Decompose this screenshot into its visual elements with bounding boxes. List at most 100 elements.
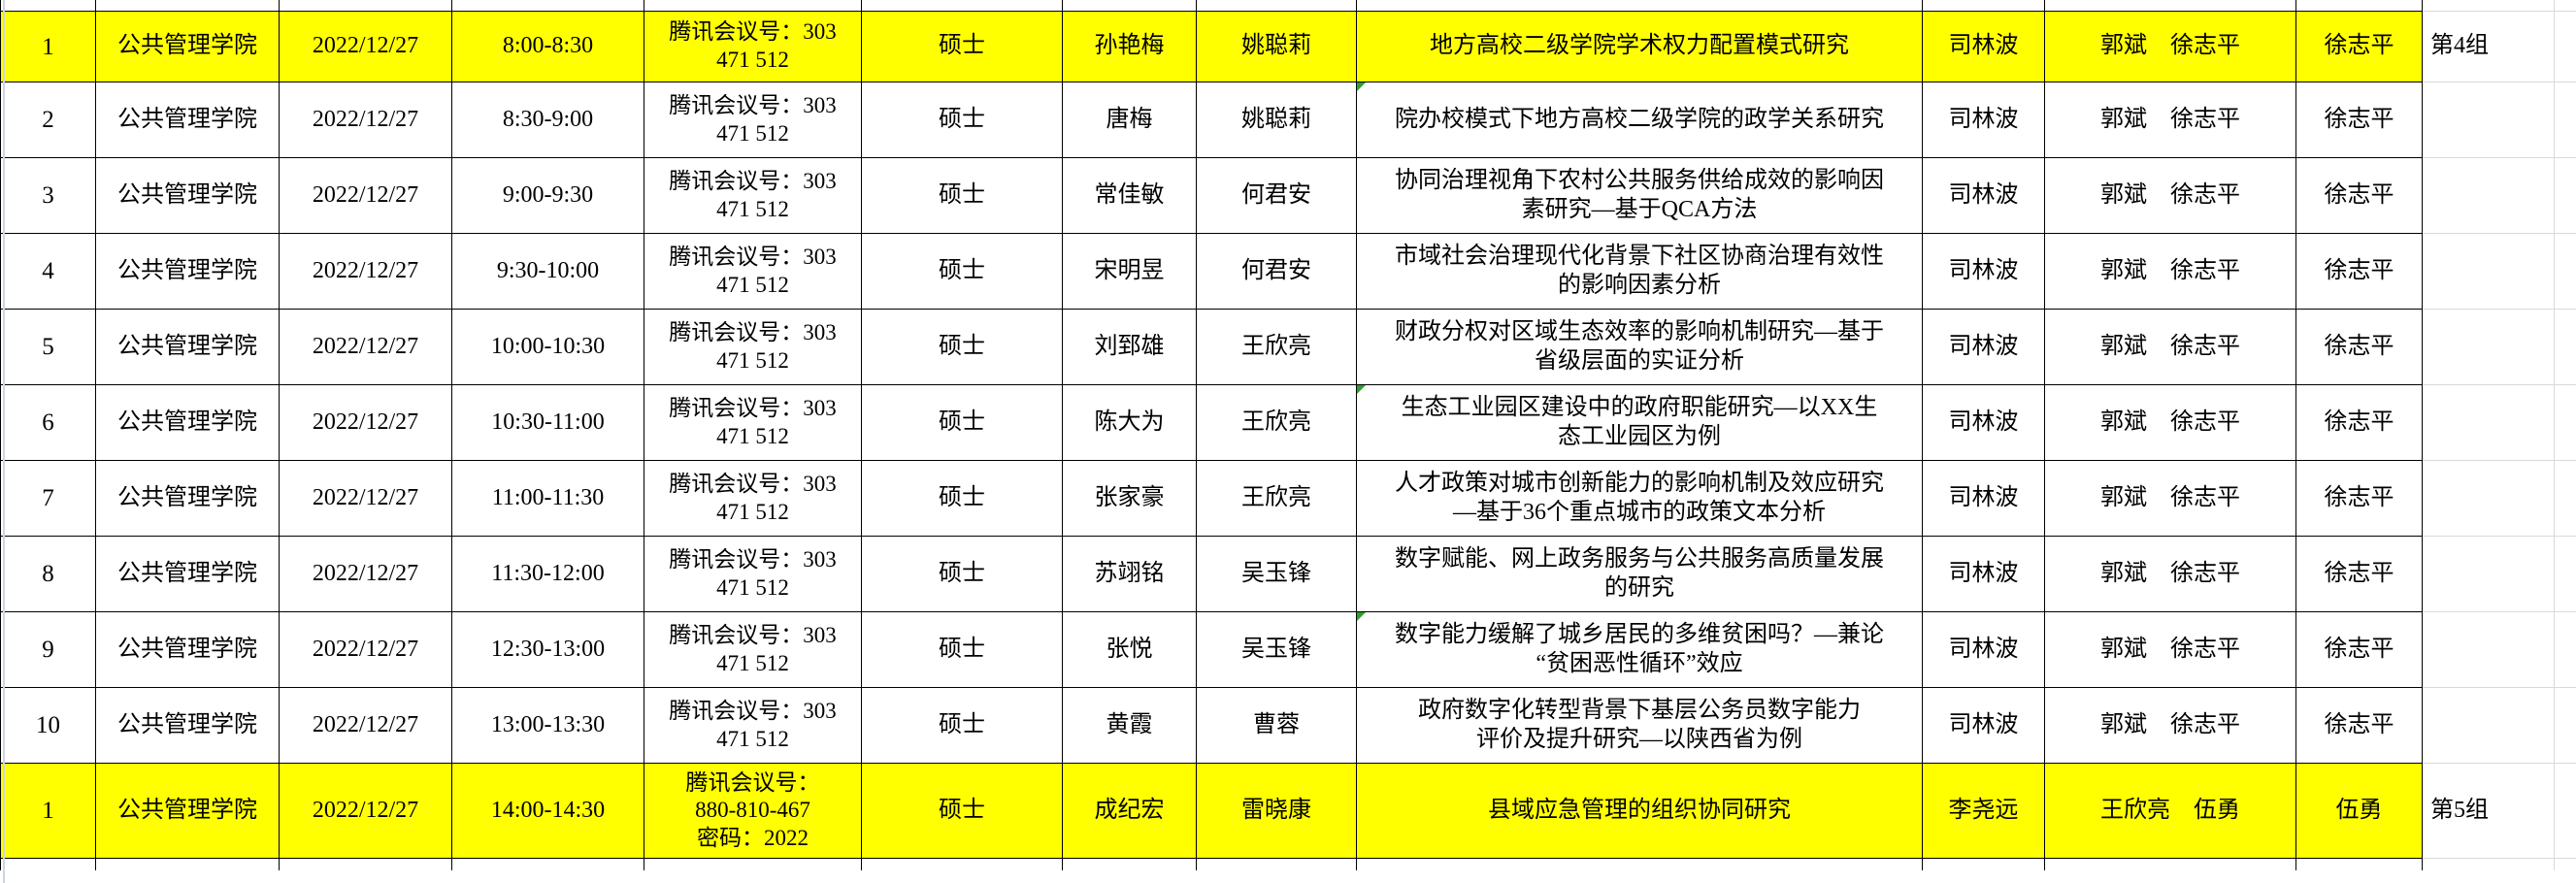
cell-thesis-title[interactable]: 财政分权对区域生态效率的影响机制研究—基于 省级层面的实证分析 xyxy=(1356,309,1923,385)
cell-meeting-id[interactable]: 腾讯会议号：303 471 512 xyxy=(644,687,862,764)
cell-committee-chair[interactable]: 司林波 xyxy=(1922,611,2045,688)
cell-group-label[interactable] xyxy=(2422,233,2555,310)
cell-meeting-id[interactable]: 腾讯会议号：303 471 512 xyxy=(644,11,862,82)
cell-degree[interactable]: 硕士 xyxy=(861,611,1063,688)
cell-time-slot[interactable]: 12:30-13:00 xyxy=(451,611,644,688)
cell-index[interactable]: 10 xyxy=(0,687,96,764)
cell-degree[interactable]: 硕士 xyxy=(861,82,1063,158)
cell-thesis-title[interactable]: 市域社会治理现代化背景下社区协商治理有效性 的影响因素分析 xyxy=(1356,233,1923,310)
cell-student-name[interactable]: 张悦 xyxy=(1062,611,1197,688)
cell-secretary[interactable]: 徐志平 xyxy=(2295,309,2423,385)
cell-committee-chair[interactable]: 司林波 xyxy=(1922,384,2045,461)
cell-advisor-name[interactable]: 姚聪莉 xyxy=(1196,82,1357,158)
cell-date[interactable]: 2022/12/27 xyxy=(279,233,452,310)
cell-committee-chair[interactable]: 司林波 xyxy=(1922,460,2045,537)
cell-date[interactable]: 2022/12/27 xyxy=(279,384,452,461)
cell-group-label[interactable] xyxy=(2422,460,2555,537)
cell-committee-chair[interactable]: 司林波 xyxy=(1922,157,2045,234)
cell-advisor-name[interactable]: 王欣亮 xyxy=(1196,460,1357,537)
cell-index[interactable]: 1 xyxy=(0,763,96,859)
cell-date[interactable]: 2022/12/27 xyxy=(279,157,452,234)
cell-degree[interactable]: 硕士 xyxy=(861,763,1063,859)
cell-meeting-id[interactable]: 腾讯会议号： 880-810-467 密码：2022 xyxy=(644,763,862,859)
cell-student-name[interactable]: 常佳敏 xyxy=(1062,157,1197,234)
cell-degree[interactable]: 硕士 xyxy=(861,157,1063,234)
cell-index[interactable]: 1 xyxy=(0,11,96,82)
cell-index[interactable]: 7 xyxy=(0,460,96,537)
cell-student-name[interactable]: 宋明昱 xyxy=(1062,233,1197,310)
cell-student-name[interactable]: 成纪宏 xyxy=(1062,763,1197,859)
cell-committee-members[interactable]: 郭斌 徐志平 xyxy=(2044,460,2296,537)
cell-date[interactable]: 2022/12/27 xyxy=(279,82,452,158)
cell-meeting-id[interactable]: 腾讯会议号：303 471 512 xyxy=(644,460,862,537)
cell-advisor-name[interactable]: 吴玉锋 xyxy=(1196,536,1357,612)
cell-secretary[interactable]: 徐志平 xyxy=(2295,536,2423,612)
cell-secretary[interactable]: 徐志平 xyxy=(2295,157,2423,234)
cell-date[interactable]: 2022/12/27 xyxy=(279,763,452,859)
cell-committee-members[interactable]: 郭斌 徐志平 xyxy=(2044,611,2296,688)
cell-degree[interactable]: 硕士 xyxy=(861,233,1063,310)
cell-secretary[interactable]: 徐志平 xyxy=(2295,687,2423,764)
cell-committee-members[interactable]: 郭斌 徐志平 xyxy=(2044,309,2296,385)
cell-group-label[interactable] xyxy=(2422,82,2555,158)
cell-time-slot[interactable]: 8:30-9:00 xyxy=(451,82,644,158)
cell-index[interactable]: 2 xyxy=(0,82,96,158)
cell-group-label[interactable] xyxy=(2422,157,2555,234)
cell-advisor-name[interactable]: 吴玉锋 xyxy=(1196,611,1357,688)
cell-group-label[interactable] xyxy=(2422,687,2555,764)
cell-committee-members[interactable]: 郭斌 徐志平 xyxy=(2044,687,2296,764)
cell-secretary[interactable]: 徐志平 xyxy=(2295,233,2423,310)
cell-college[interactable]: 公共管理学院 xyxy=(95,233,280,310)
cell-secretary[interactable]: 徐志平 xyxy=(2295,82,2423,158)
cell-thesis-title[interactable]: 数字赋能、网上政务服务与公共服务高质量发展 的研究 xyxy=(1356,536,1923,612)
cell-advisor-name[interactable]: 曹蓉 xyxy=(1196,687,1357,764)
cell-thesis-title[interactable]: 协同治理视角下农村公共服务供给成效的影响因 素研究—基于QCA方法 xyxy=(1356,157,1923,234)
cell-index[interactable]: 4 xyxy=(0,233,96,310)
cell-group-label[interactable]: 第4组 xyxy=(2422,11,2555,82)
cell-committee-members[interactable]: 郭斌 徐志平 xyxy=(2044,11,2296,82)
cell-thesis-title[interactable]: 地方高校二级学院学术权力配置模式研究 xyxy=(1356,11,1923,82)
cell-group-label[interactable] xyxy=(2422,611,2555,688)
cell-secretary[interactable]: 伍勇 xyxy=(2295,763,2423,859)
cell-student-name[interactable]: 苏翊铭 xyxy=(1062,536,1197,612)
cell-committee-chair[interactable]: 司林波 xyxy=(1922,233,2045,310)
cell-thesis-title[interactable]: 县域应急管理的组织协同研究 xyxy=(1356,763,1923,859)
cell-index[interactable]: 3 xyxy=(0,157,96,234)
cell-time-slot[interactable]: 13:00-13:30 xyxy=(451,687,644,764)
cell-college[interactable]: 公共管理学院 xyxy=(95,611,280,688)
cell-time-slot[interactable]: 10:30-11:00 xyxy=(451,384,644,461)
cell-index[interactable]: 6 xyxy=(0,384,96,461)
cell-degree[interactable]: 硕士 xyxy=(861,384,1063,461)
cell-secretary[interactable]: 徐志平 xyxy=(2295,460,2423,537)
cell-degree[interactable]: 硕士 xyxy=(861,11,1063,82)
cell-index[interactable]: 8 xyxy=(0,536,96,612)
cell-meeting-id[interactable]: 腾讯会议号：303 471 512 xyxy=(644,611,862,688)
cell-meeting-id[interactable]: 腾讯会议号：303 471 512 xyxy=(644,309,862,385)
cell-meeting-id[interactable]: 腾讯会议号：303 471 512 xyxy=(644,233,862,310)
cell-advisor-name[interactable]: 何君安 xyxy=(1196,157,1357,234)
cell-advisor-name[interactable]: 姚聪莉 xyxy=(1196,11,1357,82)
cell-student-name[interactable]: 陈大为 xyxy=(1062,384,1197,461)
cell-group-label[interactable] xyxy=(2422,536,2555,612)
cell-committee-chair[interactable]: 司林波 xyxy=(1922,309,2045,385)
cell-meeting-id[interactable]: 腾讯会议号：303 471 512 xyxy=(644,82,862,158)
cell-thesis-title[interactable]: 数字能力缓解了城乡居民的多维贫困吗？—兼论 “贫困恶性循环”效应 xyxy=(1356,611,1923,688)
cell-time-slot[interactable]: 10:00-10:30 xyxy=(451,309,644,385)
cell-secretary[interactable]: 徐志平 xyxy=(2295,384,2423,461)
cell-committee-members[interactable]: 王欣亮 伍勇 xyxy=(2044,763,2296,859)
cell-meeting-id[interactable]: 腾讯会议号：303 471 512 xyxy=(644,157,862,234)
cell-thesis-title[interactable]: 政府数字化转型背景下基层公务员数字能力 评价及提升研究—以陕西省为例 xyxy=(1356,687,1923,764)
cell-group-label[interactable] xyxy=(2422,384,2555,461)
cell-committee-chair[interactable]: 李尧远 xyxy=(1922,763,2045,859)
cell-committee-chair[interactable]: 司林波 xyxy=(1922,687,2045,764)
cell-committee-members[interactable]: 郭斌 徐志平 xyxy=(2044,384,2296,461)
cell-college[interactable]: 公共管理学院 xyxy=(95,460,280,537)
cell-committee-members[interactable]: 郭斌 徐志平 xyxy=(2044,536,2296,612)
cell-meeting-id[interactable]: 腾讯会议号：303 471 512 xyxy=(644,384,862,461)
cell-college[interactable]: 公共管理学院 xyxy=(95,687,280,764)
cell-time-slot[interactable]: 9:30-10:00 xyxy=(451,233,644,310)
cell-student-name[interactable]: 刘郅雄 xyxy=(1062,309,1197,385)
cell-student-name[interactable]: 张家豪 xyxy=(1062,460,1197,537)
cell-secretary[interactable]: 徐志平 xyxy=(2295,11,2423,82)
cell-meeting-id[interactable]: 腾讯会议号：303 471 512 xyxy=(644,536,862,612)
